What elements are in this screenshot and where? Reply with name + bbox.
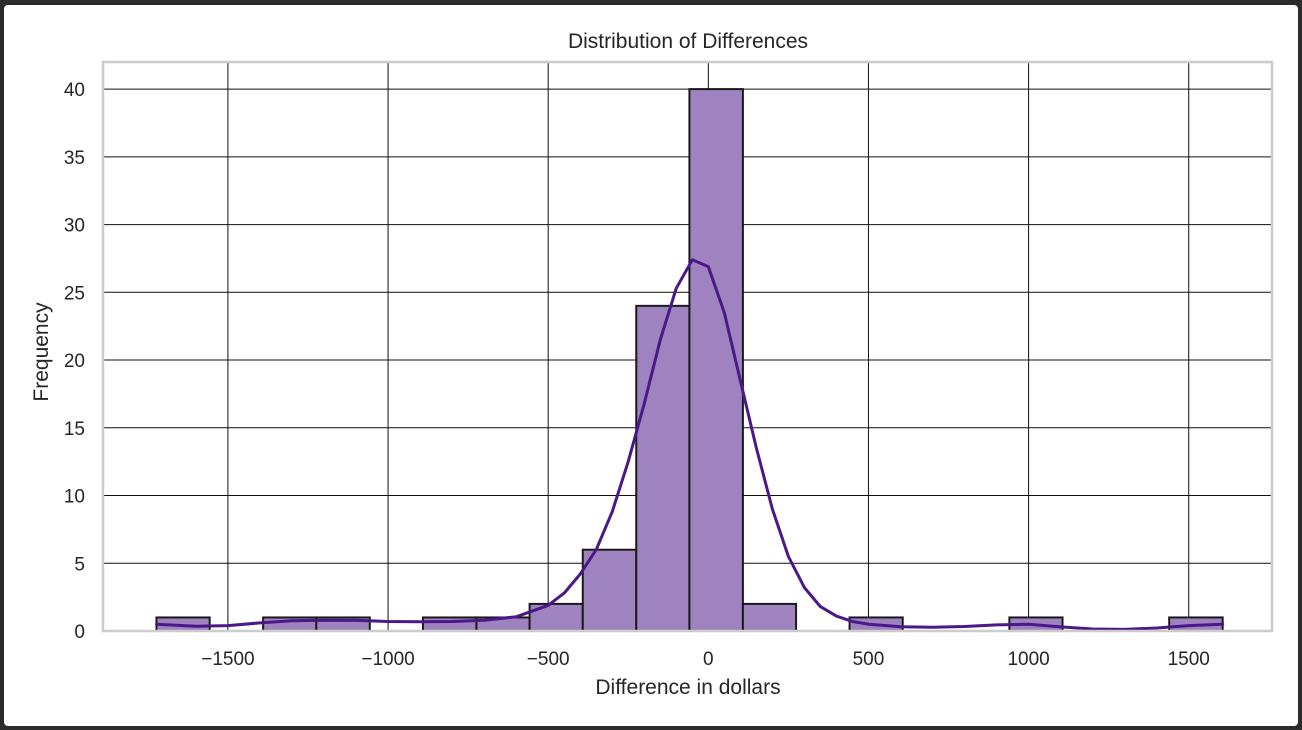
histogram-bar: [581, 548, 638, 633]
kde-curve-group: [155, 258, 1225, 631]
x-tick-label: −1000: [361, 649, 414, 670]
y-tick-label: 30: [64, 216, 85, 237]
chart-title: Distribution of Differences: [568, 30, 808, 53]
y-tick-label: 10: [64, 487, 85, 508]
x-tick-label: −1500: [201, 649, 254, 670]
y-tick-label: 40: [64, 80, 85, 101]
kde-curve: [155, 258, 1225, 631]
histogram-chart: Distribution of Differences −1500 −1000 −5…: [30, 30, 1274, 699]
x-axis-title: Difference in dollars: [595, 676, 780, 699]
y-tick-labels: 0 5 10 15 20 25 30 35 40: [64, 80, 85, 643]
x-tick-label: 1500: [1168, 649, 1210, 670]
y-tick-label: 35: [64, 148, 85, 169]
x-tick-label: 1000: [1007, 649, 1049, 670]
x-tick-label: −500: [527, 649, 570, 670]
y-tick-label: 0: [74, 622, 85, 643]
chart-panel: Distribution of Differences −1500 −1000 −5…: [4, 5, 1298, 726]
y-tick-label: 15: [64, 419, 85, 440]
histogram-bar: [635, 304, 691, 632]
x-tick-labels: −1500 −1000 −500 0 500 1000 1500: [201, 649, 1210, 670]
y-tick-label: 5: [74, 554, 85, 575]
x-tick-label: 0: [703, 649, 714, 670]
y-tick-label: 20: [64, 351, 85, 372]
x-tick-label: 500: [853, 649, 885, 670]
y-tick-label: 25: [64, 283, 85, 304]
y-axis-title: Frequency: [30, 302, 53, 402]
plot-frame: [101, 60, 1274, 633]
grid: [103, 62, 1272, 632]
histogram-bar: [741, 602, 798, 633]
